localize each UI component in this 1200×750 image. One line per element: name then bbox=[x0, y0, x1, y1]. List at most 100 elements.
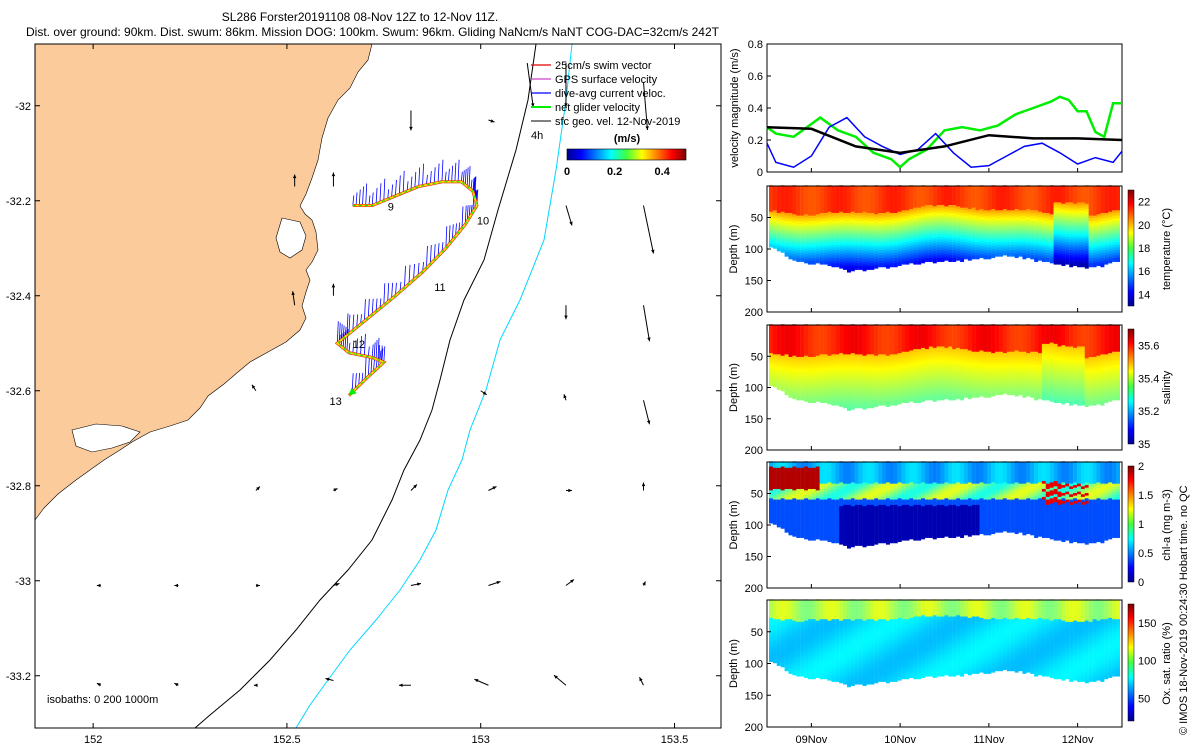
section-sample bbox=[967, 254, 972, 259]
section-sample bbox=[823, 220, 828, 225]
section-sample bbox=[999, 220, 1004, 225]
section-sample bbox=[921, 206, 926, 211]
section-sample bbox=[971, 228, 976, 233]
section-sample bbox=[819, 186, 824, 191]
section-sample bbox=[928, 194, 933, 199]
dac-stick bbox=[417, 262, 420, 276]
figure-title-line-1: SL286 Forster20191108 08-Nov 12Z to 12-N… bbox=[221, 10, 499, 24]
section-sample bbox=[788, 207, 793, 212]
section-sample bbox=[831, 226, 836, 231]
map-ytick-label: -32.2 bbox=[6, 196, 31, 208]
section-sample bbox=[975, 239, 980, 244]
section-sample bbox=[862, 405, 867, 410]
section-sample bbox=[917, 228, 922, 233]
section-sample bbox=[901, 250, 906, 255]
section-sample bbox=[819, 194, 824, 199]
section-sample bbox=[999, 234, 1004, 239]
section-sample bbox=[831, 250, 836, 255]
section-sample bbox=[819, 226, 824, 231]
section-sample bbox=[858, 215, 863, 220]
map-xtick-label: 152 bbox=[84, 734, 102, 746]
section-sample bbox=[944, 224, 949, 229]
section-sample bbox=[1057, 260, 1062, 265]
section-sample bbox=[874, 187, 879, 192]
section-sample bbox=[991, 187, 996, 192]
dac-stick bbox=[383, 346, 386, 363]
section-sample bbox=[850, 238, 855, 243]
section-sample bbox=[1002, 195, 1007, 200]
section-sample bbox=[815, 397, 820, 402]
section-sample bbox=[850, 235, 855, 240]
section-sample bbox=[967, 209, 972, 214]
section-sample bbox=[784, 234, 789, 239]
section-sample bbox=[874, 248, 879, 253]
section-sample bbox=[835, 223, 840, 228]
section-sample bbox=[885, 203, 890, 208]
section-sample bbox=[999, 239, 1004, 244]
section-sample bbox=[862, 232, 867, 237]
section-sample bbox=[800, 236, 805, 241]
dac-stick bbox=[466, 167, 469, 187]
section-sample bbox=[780, 206, 785, 211]
section-sample bbox=[878, 236, 883, 241]
section-sample bbox=[991, 232, 996, 237]
section-sample bbox=[889, 401, 894, 406]
section-sample bbox=[999, 215, 1004, 220]
section-sample bbox=[862, 211, 867, 216]
section-sample bbox=[792, 238, 797, 243]
section-sample bbox=[893, 199, 898, 204]
section-sample bbox=[769, 214, 773, 219]
section-sample bbox=[975, 242, 980, 247]
section-sample bbox=[901, 255, 906, 260]
section-sample bbox=[882, 260, 887, 265]
section-sample bbox=[835, 252, 840, 257]
section-sample bbox=[944, 203, 949, 208]
section-sample bbox=[780, 193, 785, 198]
section-sample bbox=[882, 244, 887, 249]
section-sample bbox=[792, 254, 797, 259]
section-sample bbox=[1030, 255, 1035, 260]
dac-stick bbox=[391, 184, 393, 198]
section-sample bbox=[874, 264, 879, 269]
section-sample bbox=[846, 242, 851, 247]
section-sample bbox=[804, 190, 809, 195]
section-sample bbox=[932, 217, 937, 222]
section-sample bbox=[983, 212, 988, 217]
section-sample bbox=[831, 242, 836, 247]
section-sample bbox=[987, 244, 992, 249]
section-sample bbox=[901, 215, 906, 220]
section-sample bbox=[831, 236, 836, 241]
section-sample bbox=[979, 227, 984, 232]
isobath-label: isobaths: 0 200 1000m bbox=[47, 694, 158, 706]
section-sample bbox=[921, 219, 926, 224]
section-sample bbox=[932, 246, 937, 251]
section-sample bbox=[940, 210, 945, 215]
section-sample bbox=[983, 234, 988, 239]
section-sample bbox=[944, 211, 949, 216]
section-sample bbox=[999, 199, 1004, 204]
section-sample bbox=[874, 198, 879, 203]
section-sample bbox=[854, 194, 859, 199]
section-sample bbox=[940, 189, 945, 194]
section-sample bbox=[1010, 244, 1015, 249]
section-sample bbox=[800, 186, 805, 191]
section-sample bbox=[960, 247, 965, 252]
section-sample bbox=[975, 218, 980, 223]
section-sample bbox=[815, 217, 820, 222]
section-sample bbox=[917, 197, 922, 202]
section-sample bbox=[917, 250, 922, 255]
section-sample bbox=[967, 224, 972, 229]
section-sample bbox=[772, 205, 777, 210]
section-sample bbox=[800, 250, 805, 255]
section-sample bbox=[843, 186, 848, 191]
section-sample bbox=[889, 263, 894, 268]
section-sample bbox=[924, 244, 929, 249]
section-sample bbox=[819, 242, 824, 247]
section-sample bbox=[905, 223, 910, 228]
section-sample bbox=[800, 257, 805, 262]
section-sample bbox=[846, 186, 851, 191]
section-sample bbox=[897, 259, 902, 264]
section-sample bbox=[819, 205, 824, 210]
section-sample bbox=[991, 219, 996, 224]
section-sample bbox=[921, 246, 926, 251]
